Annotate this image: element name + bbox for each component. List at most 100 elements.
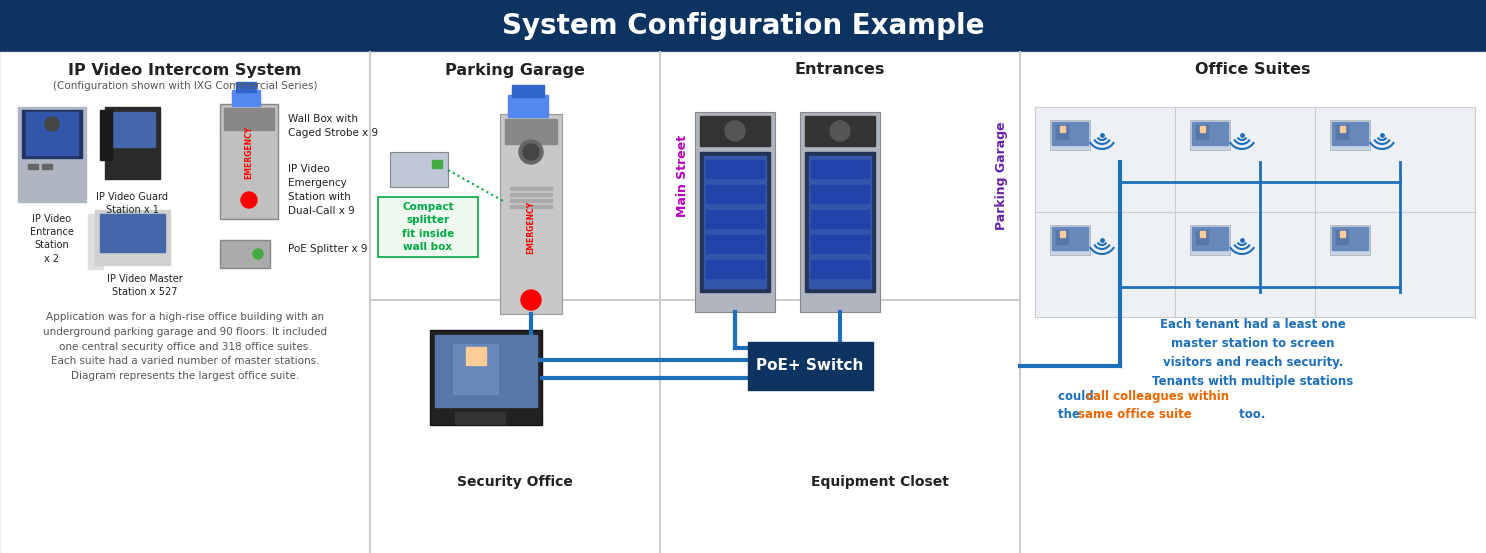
Bar: [429, 330, 542, 425]
Bar: [513, 85, 544, 97]
Bar: [1340, 231, 1345, 237]
Bar: [1331, 227, 1369, 250]
Bar: [110, 112, 155, 147]
Bar: [42, 164, 52, 169]
Bar: [435, 335, 536, 407]
Bar: [1052, 227, 1088, 250]
Text: Wall Box with
Caged Strobe x 9: Wall Box with Caged Strobe x 9: [288, 114, 377, 138]
Bar: [1340, 126, 1345, 132]
Bar: [811, 235, 869, 253]
Bar: [700, 152, 770, 292]
Circle shape: [523, 144, 539, 160]
Circle shape: [831, 121, 850, 141]
Text: Parking Garage: Parking Garage: [996, 122, 1009, 230]
Bar: [1021, 53, 1486, 552]
Bar: [1036, 107, 1476, 317]
Bar: [1330, 120, 1370, 150]
Bar: [1330, 225, 1370, 255]
Bar: [499, 114, 562, 314]
Bar: [100, 214, 165, 252]
Bar: [700, 116, 770, 146]
Bar: [455, 412, 505, 424]
Bar: [1060, 126, 1065, 132]
Circle shape: [241, 192, 257, 208]
Bar: [1190, 225, 1230, 255]
Bar: [799, 112, 880, 312]
Text: Each tenant had a least one
master station to screen
visitors and reach security: Each tenant had a least one master stati…: [1152, 318, 1354, 388]
Bar: [706, 185, 764, 203]
Circle shape: [45, 117, 59, 131]
Text: IP Video
Entrance
Station
x 2: IP Video Entrance Station x 2: [30, 214, 74, 264]
Text: could: could: [1058, 390, 1098, 403]
Bar: [508, 95, 548, 117]
Text: IP Video
Emergency
Station with
Dual-Call x 9: IP Video Emergency Station with Dual-Cal…: [288, 164, 355, 216]
Bar: [706, 210, 764, 228]
Bar: [510, 187, 551, 190]
Text: IP Video Master
Station x 527: IP Video Master Station x 527: [107, 274, 183, 297]
Bar: [505, 119, 557, 144]
Text: Equipment Closet: Equipment Closet: [811, 475, 950, 489]
Bar: [372, 53, 660, 552]
Bar: [25, 112, 77, 155]
Text: PoE+ Switch: PoE+ Switch: [756, 358, 863, 373]
Text: call colleagues within: call colleagues within: [1086, 390, 1229, 403]
Text: Office Suites: Office Suites: [1195, 62, 1311, 77]
Text: Compact
splitter
fit inside
wall box: Compact splitter fit inside wall box: [401, 202, 455, 252]
Bar: [1051, 225, 1091, 255]
Bar: [1196, 125, 1208, 139]
Text: (Configuration shown with IXG Commercial Series): (Configuration shown with IXG Commercial…: [52, 81, 317, 91]
Bar: [28, 164, 39, 169]
Bar: [100, 110, 111, 160]
Bar: [1196, 230, 1208, 244]
Text: EMERGENCY: EMERGENCY: [526, 200, 535, 254]
Bar: [695, 112, 776, 312]
Bar: [706, 235, 764, 253]
Bar: [1331, 122, 1369, 145]
Bar: [510, 205, 551, 208]
Bar: [811, 260, 869, 278]
Bar: [22, 110, 82, 158]
Bar: [811, 210, 869, 228]
Bar: [811, 185, 869, 203]
Bar: [1, 53, 370, 552]
Bar: [805, 152, 875, 292]
Bar: [236, 82, 256, 92]
Bar: [1051, 120, 1091, 150]
Circle shape: [519, 140, 542, 164]
Bar: [1201, 126, 1205, 132]
Bar: [377, 197, 478, 257]
Circle shape: [522, 290, 541, 310]
Text: the: the: [1058, 408, 1085, 421]
Text: same office suite: same office suite: [1077, 408, 1192, 421]
Circle shape: [725, 121, 744, 141]
Bar: [747, 342, 872, 390]
Bar: [232, 90, 260, 106]
Text: Entrances: Entrances: [795, 62, 886, 77]
Bar: [1057, 125, 1068, 139]
Bar: [1336, 125, 1348, 139]
Bar: [661, 53, 1019, 552]
Bar: [18, 107, 86, 202]
Bar: [706, 260, 764, 278]
Bar: [1336, 230, 1348, 244]
Bar: [1192, 227, 1227, 250]
Bar: [1052, 122, 1088, 145]
Text: System Configuration Example: System Configuration Example: [502, 12, 984, 40]
Text: PoE Splitter x 9: PoE Splitter x 9: [288, 244, 367, 254]
Bar: [88, 214, 103, 269]
Bar: [453, 344, 498, 394]
Text: Application was for a high-rise office building with an
underground parking gara: Application was for a high-rise office b…: [43, 312, 327, 381]
Text: IP Video Intercom System: IP Video Intercom System: [68, 62, 302, 77]
Bar: [220, 104, 278, 219]
Bar: [95, 210, 169, 265]
Bar: [811, 160, 869, 178]
Text: EMERGENCY: EMERGENCY: [245, 126, 254, 179]
Circle shape: [253, 249, 263, 259]
Bar: [0, 0, 1486, 52]
Bar: [1057, 230, 1068, 244]
Text: Security Office: Security Office: [458, 475, 574, 489]
Bar: [704, 156, 765, 288]
Text: IP Video Guard
Station x 1: IP Video Guard Station x 1: [97, 192, 168, 215]
Text: too.: too.: [1235, 408, 1266, 421]
Bar: [224, 108, 273, 130]
